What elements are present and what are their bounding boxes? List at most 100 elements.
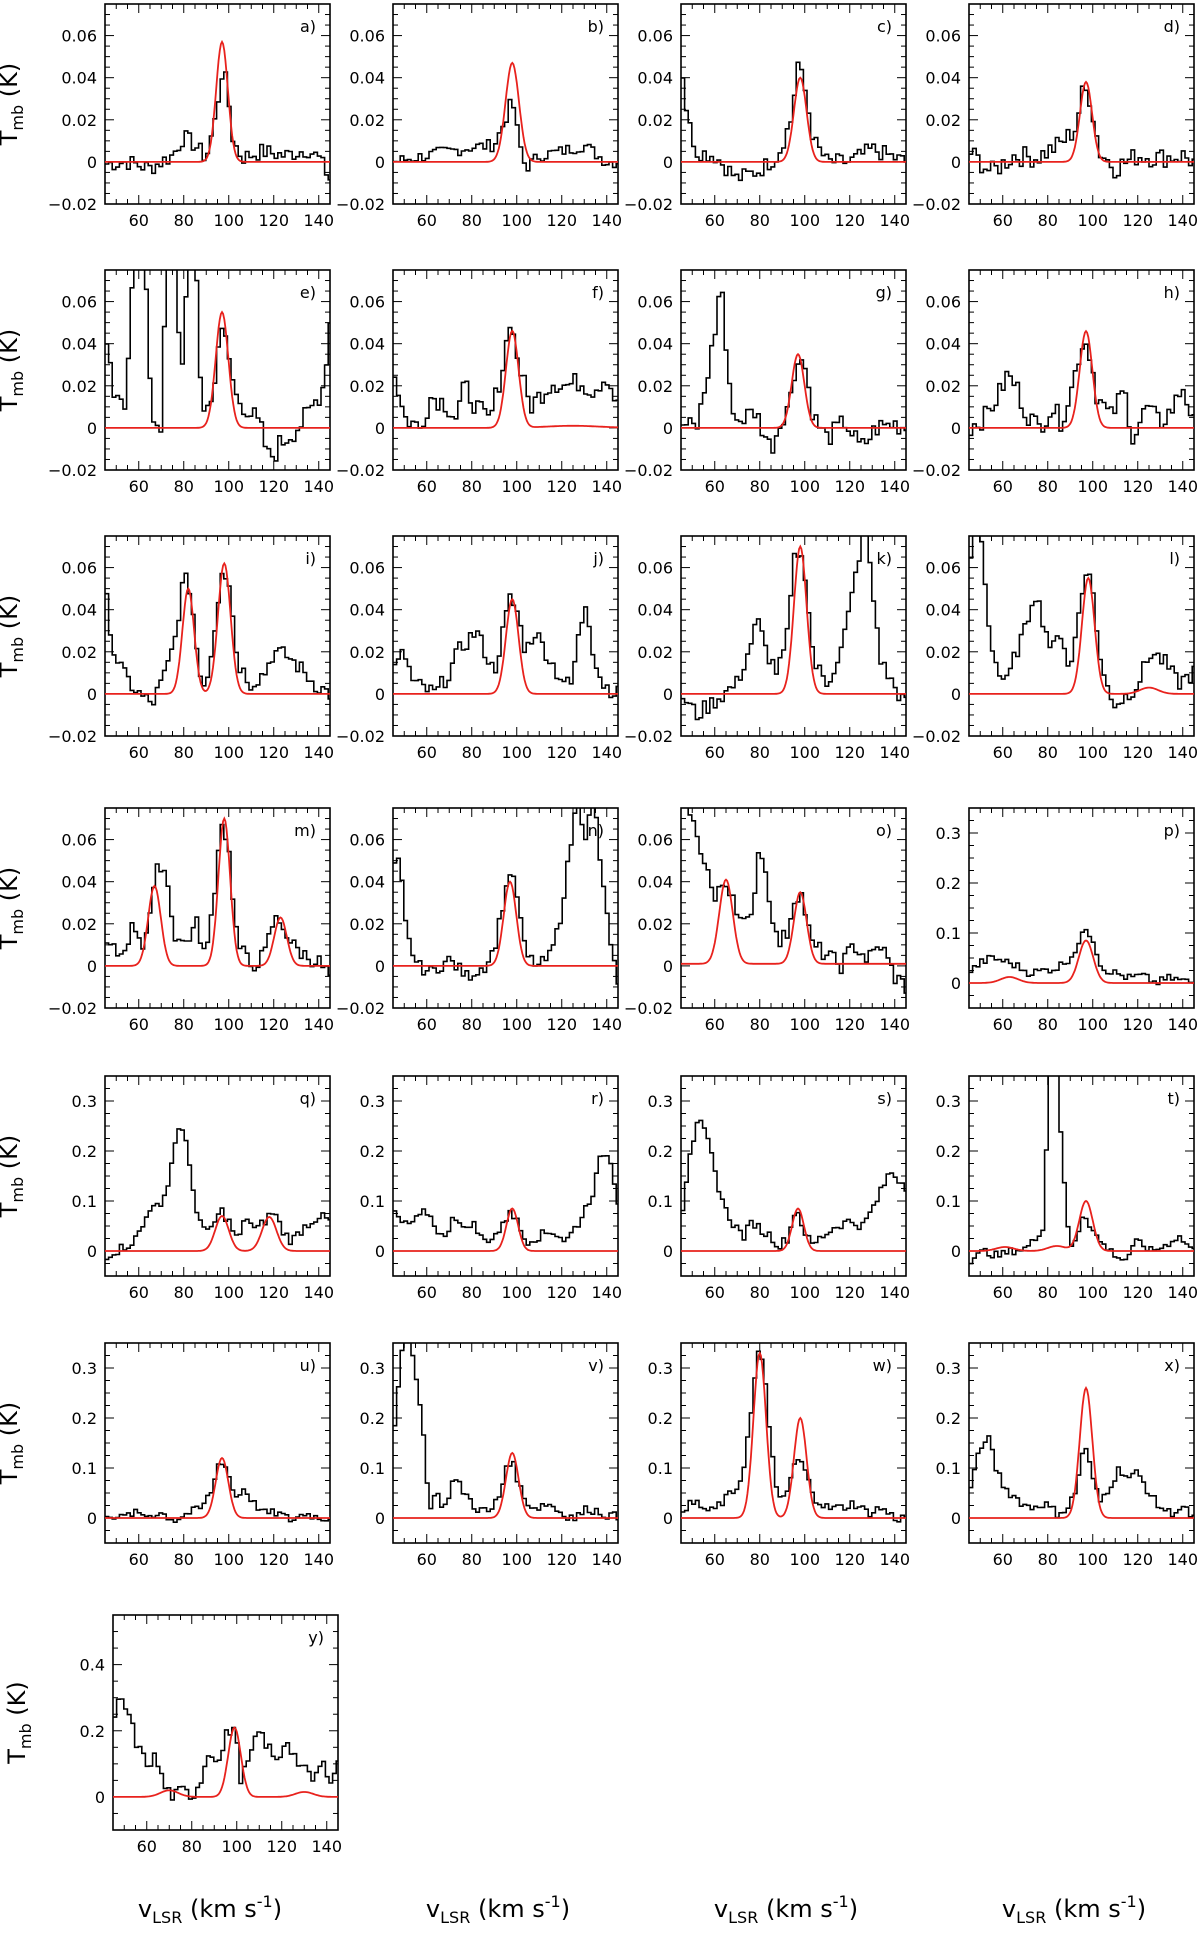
y-tick-label: 0.1	[360, 1192, 385, 1211]
observed-spectrum	[105, 71, 330, 181]
plot-frame	[104, 1075, 331, 1277]
x-tick-label: 120	[834, 211, 865, 230]
x-tick-label: 120	[1122, 211, 1153, 230]
x-axis-label-col3: vLSR (km s-1)	[713, 1892, 859, 1927]
y-tick-label: 0.2	[360, 1142, 385, 1161]
y-tick-label: 0.1	[936, 924, 961, 943]
y-tick-label: 0.06	[349, 559, 385, 578]
x-tick-label: 80	[462, 211, 482, 230]
x-tick-label: 100	[789, 1015, 820, 1034]
x-tick-label: 80	[174, 1550, 194, 1569]
y-tick-label: −0.02	[912, 195, 961, 214]
x-tick-label: 140	[303, 1283, 334, 1302]
model-fit	[681, 1350, 906, 1519]
x-tick-label: 120	[258, 1283, 289, 1302]
y-tick-label: 0.04	[61, 69, 97, 88]
x-tick-label: 80	[174, 743, 194, 762]
y-tick-label: 0.06	[349, 831, 385, 850]
x-tick-label: 120	[546, 1283, 577, 1302]
x-tick-label: 140	[303, 477, 334, 496]
x-tick-label: 140	[879, 1550, 910, 1569]
x-tick-label: 100	[501, 477, 532, 496]
observed-spectrum	[393, 326, 618, 429]
y-tick-label: 0.1	[936, 1192, 961, 1211]
y-tick-label: 0	[375, 419, 385, 438]
y-tick-label: 0.2	[360, 1409, 385, 1428]
x-tick-label: 120	[1122, 1015, 1153, 1034]
spectrum-panel: 60 80 100 120 140 −0.02 0 0.02 0.04 0.06 a)	[48, 3, 334, 230]
x-tick-label: 80	[462, 1283, 482, 1302]
x-tick-label: 140	[879, 743, 910, 762]
x-tick-label: 60	[993, 1015, 1013, 1034]
y-tick-label: 0	[375, 685, 385, 704]
y-tick-label: 0.02	[925, 377, 961, 396]
model-fit	[969, 576, 1194, 695]
y-tick-label: 0	[95, 1788, 105, 1807]
y-tick-label: 0.1	[360, 1459, 385, 1478]
panel-label: t)	[1167, 1089, 1180, 1108]
model-fit	[681, 76, 906, 163]
y-tick-label: 0	[87, 153, 97, 172]
y-tick-label: 0.04	[349, 335, 385, 354]
spectrum-panel: 60 80 100 120 140 −0.02 0 0.02 0.04 0.06 i)	[48, 535, 334, 762]
observed-spectrum	[105, 1128, 330, 1261]
model-fit	[969, 1199, 1194, 1252]
panel-label: w)	[873, 1356, 892, 1375]
spectrum-panel: 60 80 100 120 140 −0.02 0 0.02 0.04 0.06 b)	[336, 3, 622, 230]
panel-label: e)	[300, 283, 316, 302]
y-tick-label: 0.06	[637, 293, 673, 312]
y-tick-label: 0.04	[637, 69, 673, 88]
x-tick-label: 140	[1167, 743, 1198, 762]
x-tick-label: 100	[213, 1550, 244, 1569]
y-tick-label: 0.06	[61, 831, 97, 850]
panel-label: h)	[1164, 283, 1180, 302]
model-fit	[105, 39, 330, 163]
panel-label: x)	[1164, 1356, 1180, 1375]
observed-spectrum	[969, 85, 1194, 179]
x-tick-label: 120	[834, 477, 865, 496]
x-tick-label: 60	[993, 211, 1013, 230]
plot-frame	[392, 1075, 619, 1277]
observed-spectrum	[681, 291, 906, 454]
svg-text:Tmb (K): Tmb (K)	[0, 329, 27, 413]
x-tick-label: 140	[303, 1015, 334, 1034]
x-tick-label: 120	[258, 211, 289, 230]
x-tick-label: 60	[417, 1283, 437, 1302]
x-tick-label: 140	[1167, 1015, 1198, 1034]
y-axis-label: Tmb (K)	[3, 1681, 35, 1765]
x-tick-label: 140	[1167, 1550, 1198, 1569]
x-tick-label: 100	[1077, 743, 1108, 762]
y-tick-label: −0.02	[336, 195, 385, 214]
y-tick-label: 0.06	[349, 27, 385, 46]
y-tick-label: 0	[663, 1509, 673, 1528]
model-fit	[681, 1207, 906, 1252]
x-tick-label: 100	[1077, 211, 1108, 230]
observed-spectrum	[687, 808, 906, 994]
y-tick-label: 0.3	[72, 1092, 97, 1111]
y-tick-label: 0.02	[61, 377, 97, 396]
y-tick-label: −0.02	[336, 727, 385, 746]
y-tick-label: 0.1	[648, 1459, 673, 1478]
panel-label: u)	[300, 1356, 316, 1375]
spectrum-panel: 60 80 100 120 140 −0.02 0 0.02 0.04 0.06 j)	[336, 535, 622, 762]
y-tick-label: 0	[951, 685, 961, 704]
y-tick-label: 0.06	[637, 559, 673, 578]
svg-text:Tmb (K): Tmb (K)	[0, 1402, 27, 1486]
x-tick-label: 60	[129, 1283, 149, 1302]
x-tick-label: 140	[591, 1283, 622, 1302]
model-fit	[105, 1456, 330, 1519]
x-tick-label: 80	[1038, 211, 1058, 230]
panel-label: j)	[592, 549, 604, 568]
x-tick-label: 140	[591, 1015, 622, 1034]
panel-label: r)	[591, 1089, 604, 1108]
x-tick-label: 100	[501, 211, 532, 230]
x-tick-label: 120	[834, 1283, 865, 1302]
x-axis-label-col4: vLSR (km s-1)	[1001, 1892, 1147, 1927]
spectrum-panel: 60 80 100 120 140 0 0.1 0.2 0.3 v)	[360, 1342, 622, 1569]
x-tick-label: 80	[1038, 1550, 1058, 1569]
y-tick-label: 0.04	[925, 335, 961, 354]
y-tick-label: −0.02	[48, 999, 97, 1018]
x-tick-label: 60	[417, 1550, 437, 1569]
x-tick-label: 100	[501, 743, 532, 762]
x-tick-label: 60	[705, 477, 725, 496]
